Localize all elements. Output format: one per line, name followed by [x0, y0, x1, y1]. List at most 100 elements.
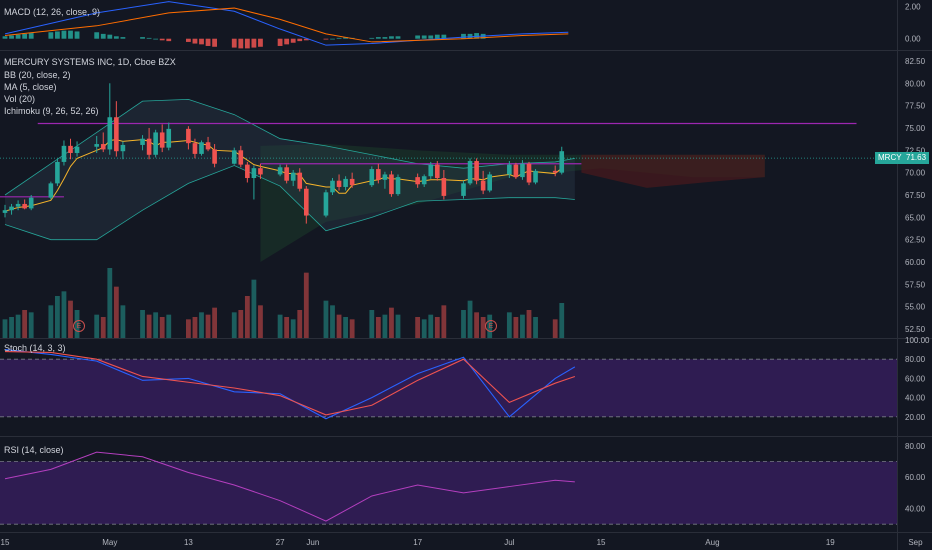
candle: [513, 164, 519, 178]
candle: [22, 203, 27, 209]
price-y-tick-label: 82.50: [905, 57, 926, 66]
macd-histogram-bar: [231, 38, 237, 48]
price-y-tick-label: 67.50: [905, 191, 926, 200]
x-tick-label: 27: [276, 538, 285, 547]
candle: [382, 174, 388, 180]
candle: [330, 180, 335, 193]
x-tick-label: Aug: [705, 538, 719, 547]
macd-histogram-bar: [28, 33, 34, 39]
stoch-y-tick-label: 80.00: [905, 355, 926, 364]
macd-histogram-bar: [330, 38, 335, 40]
volume-bar: [120, 305, 126, 338]
macd-histogram-bar: [434, 34, 440, 39]
volume-bar: [2, 319, 8, 338]
volume-bar: [68, 300, 73, 338]
ichimoku-cloud-red: [581, 154, 765, 188]
macd-histogram-bar: [74, 31, 80, 39]
macd-histogram-bar: [461, 33, 466, 39]
macd-histogram-bar: [238, 38, 244, 49]
macd-histogram-bar: [113, 36, 119, 39]
candle: [251, 168, 257, 179]
macd-histogram-bar: [15, 34, 21, 39]
macd-y-tick-label: 2.00: [905, 2, 921, 11]
stoch-title: Stoch (14, 3, 3): [4, 343, 66, 353]
macd-histogram-bar: [159, 38, 165, 41]
volume-bar: [61, 291, 67, 338]
volume-bar: [330, 305, 335, 338]
candle: [395, 177, 401, 195]
candle: [107, 117, 113, 150]
macd-histogram-bar: [421, 35, 427, 39]
candle: [277, 167, 283, 175]
macd-histogram-bar: [186, 38, 191, 42]
macd-histogram-bar: [428, 35, 434, 39]
volume-bar: [395, 314, 401, 338]
macd-histogram-bar: [375, 37, 381, 39]
earnings-marker-icon[interactable]: E: [73, 320, 85, 332]
candle: [520, 163, 525, 178]
volume-bar: [421, 319, 427, 338]
x-tick-label: 17: [413, 538, 422, 547]
volume-bar: [9, 317, 14, 338]
ichimoku-label: Ichimoku (9, 26, 52, 26): [4, 106, 99, 116]
stoch-d-line: [4, 350, 576, 416]
x-tick-label: May: [102, 538, 117, 547]
volume-bar: [212, 307, 217, 338]
x-tick-label: 15: [1, 538, 10, 547]
candle: [238, 150, 244, 165]
volume-bar: [428, 314, 434, 338]
stoch-y-tick-label: 60.00: [905, 374, 926, 383]
candle: [441, 178, 447, 196]
volume-bar: [323, 300, 329, 338]
volume-bar: [467, 300, 473, 338]
macd-title: MACD (12, 26, close, 9): [4, 7, 101, 17]
volume-bar: [506, 312, 512, 338]
volume-bar: [231, 312, 237, 338]
price-tag-ticker: MRCY: [878, 153, 902, 162]
volume-bar: [369, 310, 375, 338]
volume-bar: [349, 319, 355, 338]
volume-bar: [199, 312, 204, 338]
candle: [376, 169, 381, 180]
volume-bar: [55, 296, 60, 338]
macd-histogram-bar: [395, 36, 401, 39]
earnings-marker-icon[interactable]: E: [485, 320, 497, 332]
macd-histogram-bar: [290, 38, 296, 43]
candle: [487, 174, 492, 191]
x-tick-label: 13: [184, 538, 193, 547]
candle: [389, 174, 394, 195]
candle: [559, 151, 565, 173]
candle: [166, 128, 172, 148]
volume-bar: [480, 317, 486, 338]
price-y-tick-label: 72.50: [905, 146, 926, 155]
macd-histogram-bar: [258, 38, 263, 47]
rsi-band: [0, 461, 897, 525]
macd-histogram-bar: [441, 34, 447, 39]
volume-bar: [303, 272, 309, 338]
volume-bar: [290, 319, 296, 338]
rsi-title: RSI (14, close): [4, 445, 64, 455]
candle: [159, 132, 165, 148]
volume-bar: [166, 314, 172, 338]
candle: [297, 172, 303, 189]
macd-histogram-bar: [146, 37, 152, 39]
volume-bar: [520, 314, 525, 338]
volume-bar: [258, 305, 263, 338]
macd-signal-line: [4, 7, 569, 43]
candle: [186, 128, 191, 144]
ichimoku-cloud-green: [260, 144, 765, 263]
volume-bar: [297, 310, 303, 338]
volume-bar: [153, 312, 159, 338]
volume-bar: [192, 317, 198, 338]
x-tick-label: 15: [597, 538, 606, 547]
volume-bar: [415, 317, 421, 338]
rsi-y-tick-label: 40.00: [905, 505, 926, 514]
macd-histogram-bar: [199, 38, 204, 45]
stoch-y-tick-label: 20.00: [905, 413, 926, 422]
candle: [61, 145, 67, 162]
macd-y-tick-label: 0.00: [905, 35, 921, 44]
volume-bar: [186, 319, 191, 338]
volume-bar: [474, 312, 479, 338]
volume-bar: [94, 314, 100, 338]
